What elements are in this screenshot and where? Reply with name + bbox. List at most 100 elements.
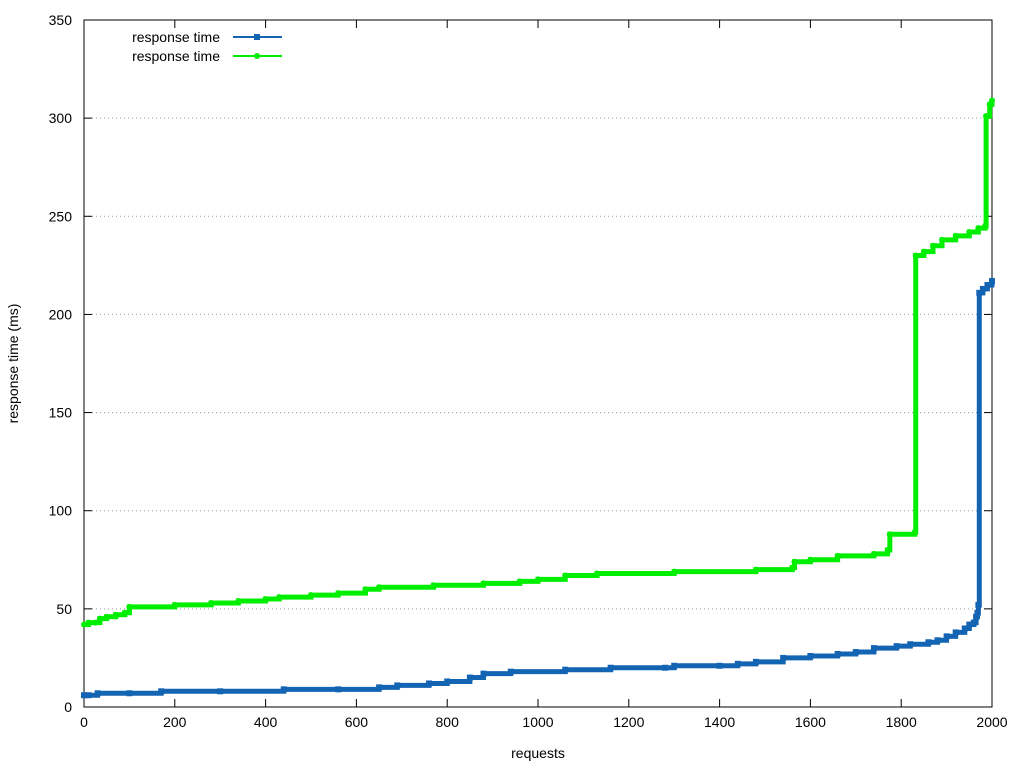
data-point [952, 629, 959, 636]
x-tick-label: 1800 [886, 714, 917, 730]
y-tick-label: 350 [49, 12, 73, 28]
y-tick-label: 0 [64, 699, 72, 715]
data-point [984, 281, 991, 288]
data-point [671, 568, 678, 575]
legend-item-2: response time [132, 48, 282, 64]
data-point [662, 664, 669, 671]
data-point [235, 598, 242, 605]
data-point [92, 619, 99, 626]
data-point [789, 564, 796, 571]
data-point [158, 688, 165, 695]
data-point [103, 613, 110, 620]
data-point [607, 664, 614, 671]
data-point [966, 228, 973, 235]
data-point [807, 556, 814, 563]
series-line [84, 100, 995, 628]
data-point [780, 654, 787, 661]
legend-item-1: response time [132, 29, 282, 45]
data-point [507, 668, 514, 675]
data-point [934, 637, 941, 644]
data-point [280, 686, 287, 693]
data-point [516, 578, 523, 585]
data-point [126, 603, 133, 610]
legend-marker [254, 34, 260, 40]
legend-label: response time [132, 29, 220, 45]
x-tick-label: 2000 [976, 714, 1007, 730]
series-line [84, 281, 995, 698]
data-point [308, 592, 314, 599]
data-point [96, 615, 103, 622]
data-point [112, 611, 119, 618]
data-point [430, 582, 437, 589]
series-1 [81, 278, 995, 699]
data-point [752, 566, 759, 573]
x-tick-label: 400 [254, 714, 278, 730]
data-point [562, 666, 569, 673]
data-point [85, 619, 92, 626]
data-point [376, 684, 383, 691]
data-point [834, 651, 841, 658]
x-tick-label: 600 [345, 714, 369, 730]
y-tick-label: 150 [49, 405, 73, 421]
y-tick-label: 50 [56, 601, 72, 617]
data-point [394, 682, 401, 689]
data-point [335, 686, 342, 693]
legend-label: response time [132, 48, 220, 64]
data-point [376, 584, 383, 591]
data-point [893, 643, 900, 650]
data-point [834, 552, 841, 559]
data-point [979, 285, 986, 292]
data-point [81, 621, 87, 628]
y-tick-label: 100 [49, 503, 73, 519]
data-point [807, 652, 814, 659]
data-point [975, 601, 982, 608]
data-point [208, 599, 215, 606]
data-point [444, 678, 451, 685]
data-point [976, 289, 983, 296]
data-point [943, 633, 950, 640]
series-layer [81, 97, 995, 699]
data-point [920, 248, 927, 255]
data-point [466, 674, 473, 681]
data-point [970, 619, 977, 626]
x-tick-label: 0 [80, 714, 88, 730]
data-point [335, 590, 342, 597]
x-axis-title: requests [511, 745, 565, 761]
x-tick-label: 1200 [613, 714, 644, 730]
data-point [989, 97, 995, 104]
data-point [81, 692, 87, 699]
data-point [362, 586, 369, 593]
data-point [752, 658, 759, 665]
x-tick-label: 200 [163, 714, 187, 730]
y-axis-title: response time (ms) [5, 304, 21, 424]
data-point [989, 278, 995, 285]
data-point [884, 546, 891, 553]
x-tick-label: 1600 [795, 714, 826, 730]
data-point [852, 649, 859, 656]
data-point [966, 621, 973, 628]
data-point [121, 609, 128, 616]
data-point [171, 601, 178, 608]
data-point [716, 662, 723, 669]
data-point [594, 570, 601, 577]
data-point [975, 225, 982, 232]
y-tick-label: 200 [49, 306, 73, 322]
grid-lines [84, 117, 992, 610]
data-point [939, 236, 946, 243]
legend-marker [254, 53, 260, 59]
data-point [562, 572, 569, 579]
data-point [961, 625, 968, 632]
data-point [671, 662, 678, 669]
data-point [85, 692, 92, 699]
data-point [94, 690, 101, 697]
legend: response time response time [132, 29, 282, 64]
x-tick-label: 1400 [704, 714, 735, 730]
y-tick-label: 300 [49, 110, 73, 126]
series-2 [81, 97, 995, 628]
data-point [791, 558, 798, 565]
x-tick-label: 800 [436, 714, 460, 730]
data-point [974, 609, 981, 616]
data-point [870, 550, 877, 557]
data-point [480, 670, 487, 677]
y-tick-label: 250 [49, 208, 73, 224]
